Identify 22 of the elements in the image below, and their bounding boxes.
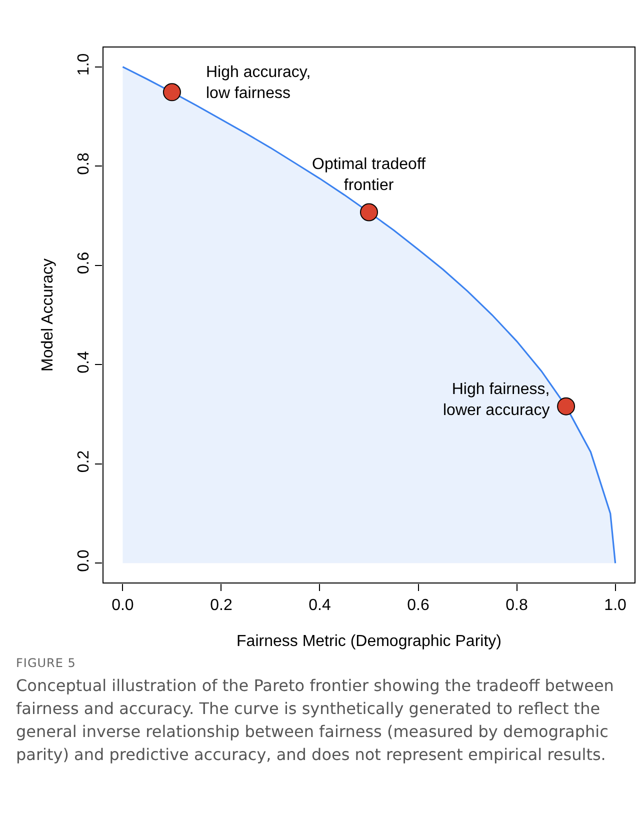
annotation: High fairness, lower accuracy bbox=[443, 381, 550, 419]
x-tick-label: 0.6 bbox=[407, 597, 430, 614]
x-tick-label: 0.2 bbox=[210, 597, 232, 614]
y-tick-label: 0.0 bbox=[76, 550, 93, 572]
caption: FIGURE 5 bbox=[16, 656, 77, 670]
x-tick-label: 0.0 bbox=[112, 597, 134, 614]
point bbox=[557, 397, 576, 416]
point bbox=[162, 83, 181, 102]
x-axis-title: Fairness Metric (Demographic Parity) bbox=[236, 633, 502, 650]
y-axis-title: Model Accuracy bbox=[40, 258, 56, 372]
point bbox=[360, 203, 378, 222]
text: Conceptual illustration of the Pareto frontier showing the tradeoff between fairness and accuracy. The curve is synthetically generated to reflect the general inverse relationship between fairness (measured by demographic parity) and predictive accuracy, and does not represent empirical results. bbox=[16, 675, 615, 766]
y-tick-label: 0.6 bbox=[76, 252, 93, 274]
y-tick-label: 1.0 bbox=[76, 53, 93, 76]
annotation: High accuracy, low fairness bbox=[206, 64, 311, 102]
y-tick-label: 0.4 bbox=[76, 351, 93, 374]
annotation: Optimal tradeoff frontier bbox=[312, 156, 426, 194]
y-tick-label: 0.8 bbox=[76, 152, 93, 175]
x-tick-label: 0.4 bbox=[308, 597, 331, 614]
x-tick-label: 1.0 bbox=[604, 597, 627, 614]
y-tick-label: 0.2 bbox=[76, 450, 93, 473]
x-tick-label: 0.8 bbox=[506, 597, 528, 614]
